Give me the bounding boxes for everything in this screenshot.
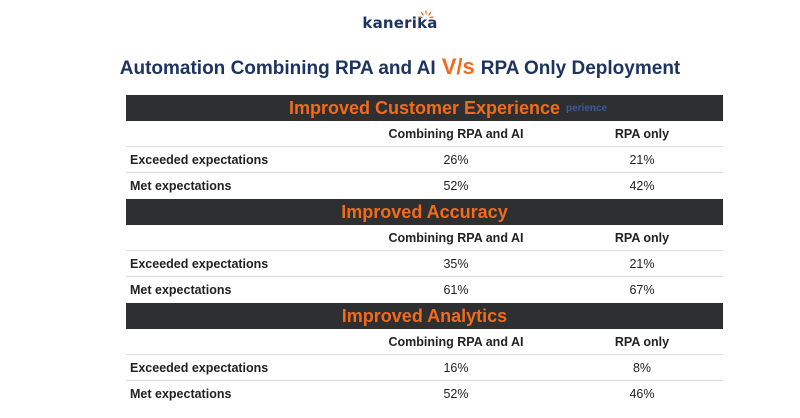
table-row: Met expectations 52% 46% <box>126 381 723 407</box>
section-header: Improved Customer Experience perience <box>126 95 723 121</box>
title-part1: Automation Combining RPA and AI <box>119 58 436 79</box>
title-part2: RPA Only Deployment <box>480 58 681 79</box>
row-label: Met expectations <box>130 387 232 401</box>
title-vs: V/s <box>441 54 475 79</box>
table-row: Exceeded expectations 26% 21% <box>126 147 723 173</box>
brand-logo: kanerika <box>0 10 800 40</box>
value-rpa-only: 21% <box>629 256 655 271</box>
value-rpa-ai: 26% <box>443 152 469 167</box>
column-header-row: Combining RPA and AI RPA only <box>126 121 723 147</box>
table-row: Met expectations 61% 67% <box>126 277 723 303</box>
value-rpa-only: 21% <box>629 152 655 167</box>
value-rpa-ai: 35% <box>443 256 469 271</box>
section-header: Improved Analytics <box>126 303 723 329</box>
row-label: Met expectations <box>130 283 232 297</box>
value-rpa-only: 67% <box>629 283 655 297</box>
value-rpa-only: 46% <box>629 387 655 401</box>
comparison-table: Improved Customer Experience perience Comb… <box>126 95 723 407</box>
value-rpa-ai: 52% <box>443 387 469 401</box>
value-rpa-ai: 16% <box>443 360 469 375</box>
value-rpa-ai: 52% <box>443 179 469 193</box>
column-header-row: Combining RPA and AI RPA only <box>126 329 723 355</box>
value-rpa-only: 8% <box>632 360 652 375</box>
table-row: Met expectations 52% 42% <box>126 173 723 199</box>
row-label: Met expectations <box>130 179 232 193</box>
table-row: Exceeded expectations 16% 8% <box>126 355 723 381</box>
column-header-rpa-only: RPA only <box>614 230 670 245</box>
brand-name: kanerika <box>362 14 438 32</box>
ghost-text: perience <box>566 103 608 114</box>
column-header-rpa-ai: Combining RPA and AI <box>388 334 524 349</box>
column-header-rpa-only: RPA only <box>614 126 670 141</box>
value-rpa-ai: 61% <box>443 283 469 297</box>
column-header-rpa-ai: Combining RPA and AI <box>388 126 524 141</box>
column-header-row: Combining RPA and AI RPA only <box>126 225 723 251</box>
row-label: Exceeded expectations <box>130 256 269 271</box>
table-row: Exceeded expectations 35% 21% <box>126 251 723 277</box>
page-title: Automation Combining RPA and AI V/s RPA On… <box>0 54 800 80</box>
section-header: Improved Accuracy <box>126 199 723 225</box>
row-label: Exceeded expectations <box>130 152 269 167</box>
sunburst-icon <box>418 10 434 19</box>
column-header-rpa-ai: Combining RPA and AI <box>388 230 524 245</box>
value-rpa-only: 42% <box>629 179 655 193</box>
column-header-rpa-only: RPA only <box>614 334 670 349</box>
row-label: Exceeded expectations <box>130 360 269 375</box>
